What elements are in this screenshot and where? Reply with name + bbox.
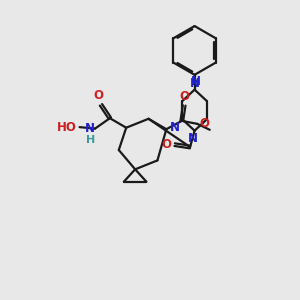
Text: N: N (190, 77, 200, 90)
Text: N: N (170, 121, 180, 134)
Text: O: O (94, 89, 103, 102)
Text: O: O (200, 117, 210, 130)
Text: N: N (188, 133, 198, 146)
Text: H: H (86, 135, 95, 145)
Text: N: N (85, 122, 95, 135)
Text: O: O (161, 138, 171, 151)
Text: N: N (191, 75, 201, 88)
Text: O: O (179, 90, 189, 103)
Text: HO: HO (57, 121, 77, 134)
